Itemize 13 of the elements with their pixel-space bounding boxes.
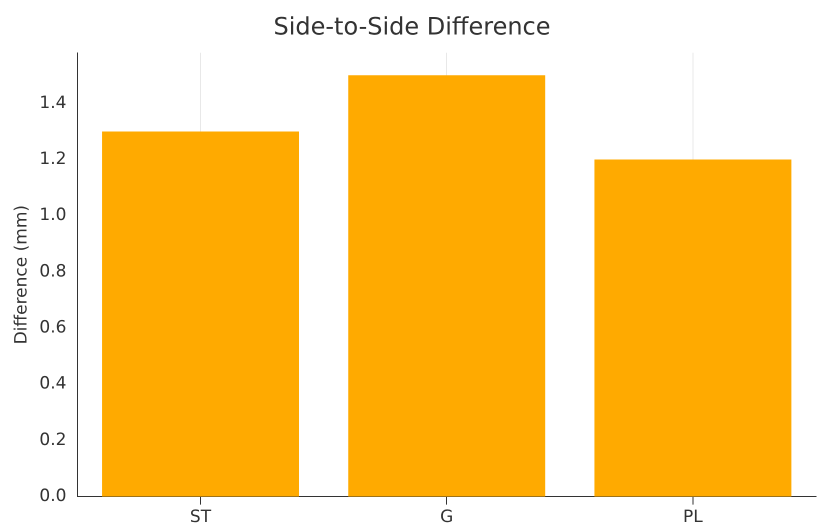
y-tick-label: 0.2 <box>39 430 66 450</box>
y-tick-label: 1.0 <box>39 205 66 226</box>
y-axis-title: Difference (mm) <box>12 204 32 344</box>
chart-title: Side-to-Side Difference <box>273 12 551 41</box>
y-tick-label: 0.0 <box>39 486 66 506</box>
y-tick-label: 0.4 <box>39 374 66 394</box>
y-tick-label: 1.4 <box>39 92 66 113</box>
x-tick-label: G <box>440 507 454 528</box>
y-tick-label: 0.6 <box>39 317 66 338</box>
x-tick-label: ST <box>190 507 212 528</box>
y-tick-label: 0.8 <box>39 261 66 282</box>
x-tick-label: PL <box>683 507 704 528</box>
y-tick-label: 1.2 <box>39 148 66 169</box>
